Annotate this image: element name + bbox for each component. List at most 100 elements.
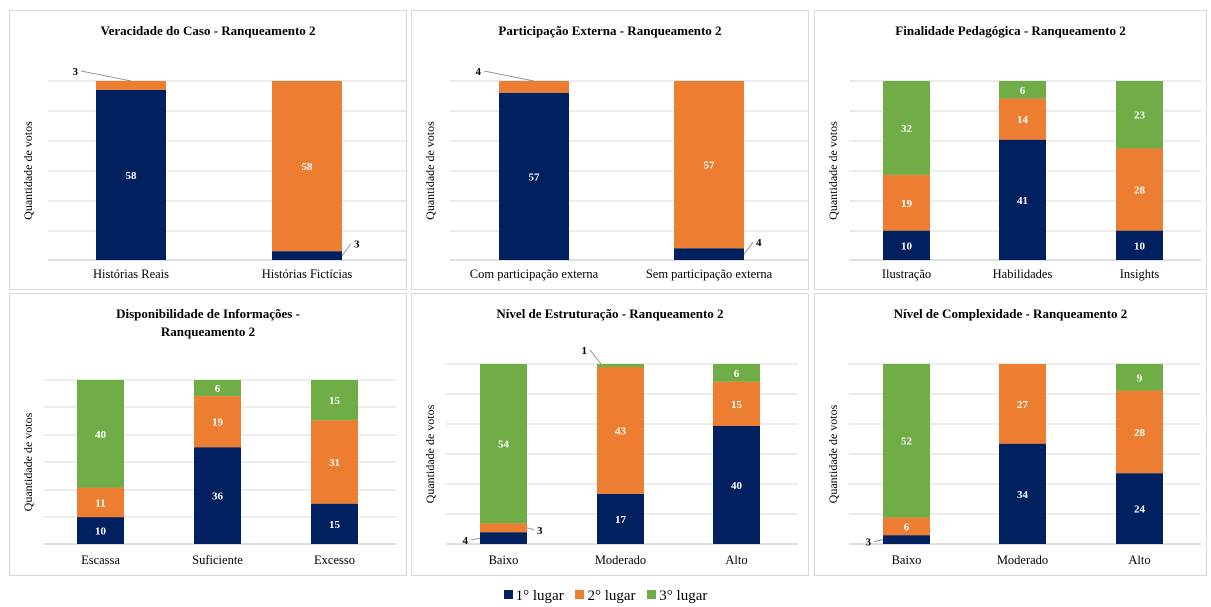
data-label: 15 <box>329 519 341 531</box>
bar-segment <box>999 98 1046 140</box>
x-tick-label: Alto <box>725 553 747 567</box>
bar-segment <box>999 443 1046 544</box>
y-axis-label: Quantidade de votos <box>21 412 35 511</box>
data-label: 28 <box>1134 185 1146 197</box>
data-label: 58 <box>302 161 314 173</box>
bar-segment <box>499 92 569 260</box>
bar-segment <box>713 381 760 426</box>
chart-title: Disponibilidade de Informações - <box>116 306 300 321</box>
data-label: 3 <box>537 525 543 537</box>
bar-segment <box>272 251 342 260</box>
x-tick-label: Baixo <box>892 553 922 567</box>
bar-segment <box>194 380 241 397</box>
bar-segment <box>883 81 930 175</box>
leader-line <box>483 70 535 82</box>
bar-segment <box>597 366 644 494</box>
data-label: 57 <box>529 171 541 183</box>
data-label: 40 <box>95 429 107 441</box>
bar-segment <box>999 81 1046 99</box>
leader-line <box>341 243 352 256</box>
x-tick-label: Insights <box>1120 267 1160 281</box>
legend-label-2nd: 2° lugar <box>587 588 636 604</box>
chart-title: Nível de Estruturação - Ranqueamento 2 <box>496 306 723 321</box>
chart-title: Nível de Complexidade - Ranqueamento 2 <box>894 306 1128 321</box>
data-label: 40 <box>731 480 743 492</box>
chart-svg: Disponibilidade de Informações - Ranqueam… <box>21 306 396 567</box>
chart-svg: Participação Externa - Ranqueamento 2 Qua… <box>423 23 808 281</box>
chart-legend: 1° lugar 2° lugar 3° lugar <box>0 588 1211 605</box>
x-tick-label: Alto <box>1128 553 1150 567</box>
data-label: 9 <box>1137 372 1143 384</box>
bar-segment <box>1116 364 1163 391</box>
legend-label-1st: 1° lugar <box>515 588 564 604</box>
data-label: 15 <box>731 399 743 411</box>
bar-segment <box>77 380 124 488</box>
bar-segment <box>1116 148 1163 231</box>
data-label: 57 <box>704 160 716 172</box>
data-label: 4 <box>756 237 762 249</box>
chart-svg: Nível de Estruturação - Ranqueamento 2 Qu… <box>423 306 798 567</box>
chart-svg: Finalidade Pedagógica - Ranqueamento 2 Qu… <box>826 23 1201 281</box>
data-label: 11 <box>95 497 105 509</box>
bar-segment <box>77 517 124 544</box>
x-tick-label: Habilidades <box>993 267 1053 281</box>
data-label: 1 <box>582 345 588 357</box>
bar-segment <box>311 503 358 544</box>
legend-swatch-3rd <box>647 590 657 599</box>
bar-segment <box>883 517 930 536</box>
leader-line <box>80 70 132 82</box>
leader-line <box>526 527 535 531</box>
bar-segment <box>480 523 527 533</box>
bar-segment <box>713 364 760 382</box>
x-tick-label: Moderado <box>595 553 646 567</box>
bar-segment <box>311 380 358 421</box>
data-label: 10 <box>901 240 913 252</box>
x-tick-label: Moderado <box>997 553 1048 567</box>
chart-title: Participação Externa - Ranqueamento 2 <box>498 23 721 38</box>
data-label: 43 <box>615 425 627 437</box>
legend-item-1st: 1° lugar <box>503 588 564 605</box>
bar-segment <box>1116 473 1163 544</box>
bar-segment <box>311 420 358 504</box>
data-label: 36 <box>212 491 224 503</box>
chart-title: Ranqueamento 2 <box>161 324 255 339</box>
data-label: 15 <box>329 395 341 407</box>
chart-panel-estruturacao: Nível de Estruturação - Ranqueamento 2 Qu… <box>411 293 809 576</box>
leader-line <box>873 539 884 542</box>
bar-segment <box>1116 390 1163 474</box>
x-tick-label: Histórias Reais <box>93 267 169 281</box>
x-tick-label: Baixo <box>489 553 519 567</box>
data-label: 34 <box>1017 489 1029 501</box>
data-label: 19 <box>901 198 913 210</box>
chart-svg: Veracidade do Caso - Ranqueamento 2 Quant… <box>21 23 406 281</box>
bar-segment <box>194 447 241 544</box>
data-label: 4 <box>463 535 469 547</box>
bar-segment <box>194 396 241 448</box>
chart-panel-finalidade: Finalidade Pedagógica - Ranqueamento 2 Qu… <box>814 10 1207 290</box>
chart-panel-participacao: Participação Externa - Ranqueamento 2 Qua… <box>411 10 809 290</box>
data-label: 23 <box>1134 110 1146 122</box>
chart-title: Finalidade Pedagógica - Ranqueamento 2 <box>895 23 1125 38</box>
data-label: 27 <box>1017 399 1029 411</box>
data-label: 58 <box>126 170 138 182</box>
data-label: 19 <box>212 417 224 429</box>
y-axis-label: Quantidade de votos <box>826 121 840 220</box>
bar-segment <box>883 535 930 544</box>
bar-segment <box>480 532 527 544</box>
chart-panel-veracidade: Veracidade do Caso - Ranqueamento 2 Quant… <box>9 10 407 290</box>
y-axis-label: Quantidade de votos <box>423 121 437 220</box>
bar-segment <box>597 364 644 367</box>
data-label: 6 <box>215 383 221 395</box>
data-label: 6 <box>734 368 740 380</box>
leader-line <box>589 349 602 365</box>
data-label: 24 <box>1134 504 1146 516</box>
legend-swatch-2nd <box>575 590 585 599</box>
legend-item-3rd: 3° lugar <box>647 588 707 605</box>
bar-segment <box>883 230 930 260</box>
x-tick-label: Escassa <box>81 553 120 567</box>
bar-segment <box>499 81 569 93</box>
data-label: 52 <box>901 436 913 448</box>
x-tick-label: Sem participação externa <box>646 267 773 281</box>
leader-line <box>470 537 481 541</box>
legend-label-3rd: 3° lugar <box>659 588 708 604</box>
